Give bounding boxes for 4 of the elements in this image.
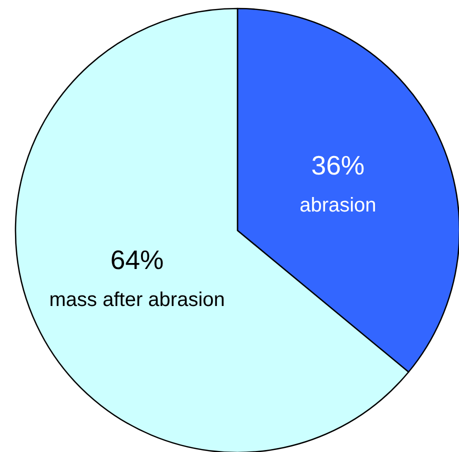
slice-label: abrasion <box>300 194 376 216</box>
data-label: 64% <box>110 245 164 275</box>
data-label: 36% <box>311 150 365 180</box>
slice-label: mass after abrasion <box>49 288 225 311</box>
